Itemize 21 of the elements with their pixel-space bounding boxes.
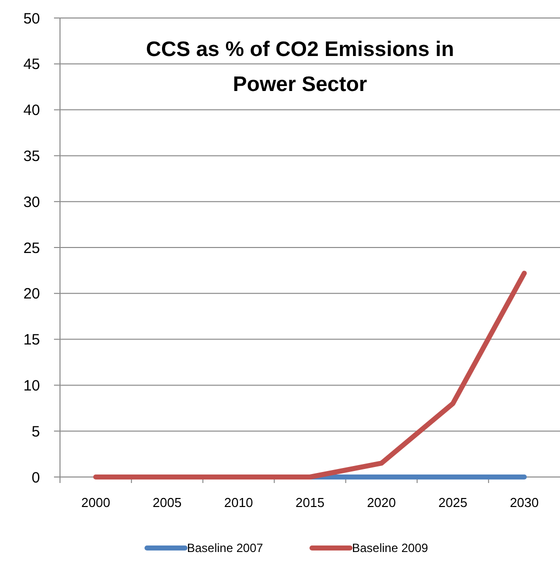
x-tick-label: 2025 [438, 495, 468, 510]
y-tick-label: 5 [32, 423, 40, 440]
legend-label: Baseline 2009 [352, 541, 428, 556]
text: CCS as % of CO2 Emissions in Power Sector [146, 38, 454, 96]
legend-label: Baseline 2007 [187, 541, 264, 556]
y-tick-label: 25 [23, 240, 40, 257]
x-tick-label: 2020 [366, 495, 396, 510]
y-tick-label: 50 [23, 10, 40, 28]
y-tick-label: 30 [23, 194, 40, 211]
y-tick-label: 0 [32, 469, 40, 486]
y-tick-label: 10 [23, 377, 40, 394]
y-tick-label: 35 [23, 148, 40, 165]
x-tick-label: 2005 [152, 495, 182, 510]
y-tick-label: 40 [23, 102, 40, 120]
y-tick-label: 20 [23, 286, 40, 303]
x-tick-label: 2010 [224, 495, 254, 510]
x-tick-label: 2030 [510, 495, 539, 510]
x-tick-label: 2000 [81, 495, 110, 510]
y-tick-label: 45 [23, 56, 40, 74]
y-tick-label: 15 [23, 332, 40, 349]
x-tick-label: 2015 [296, 495, 324, 510]
